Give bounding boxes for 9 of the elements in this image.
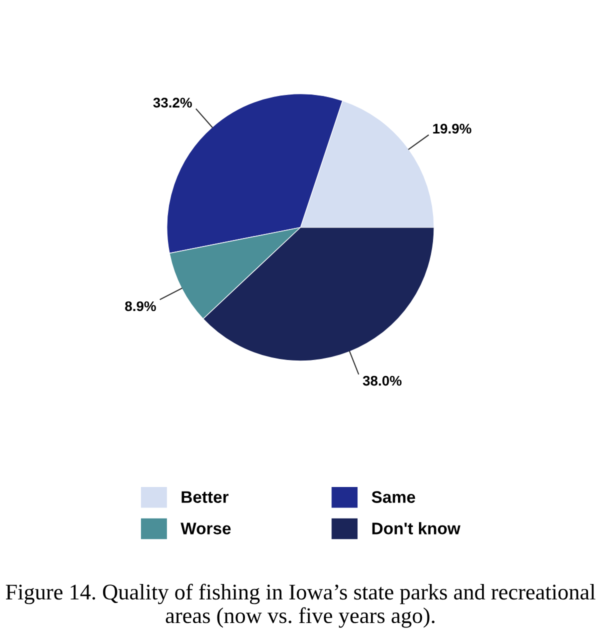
data-label: 19.9% — [433, 124, 472, 134]
legend-label: Same — [372, 491, 416, 503]
caption: Figure 14. Quality of fishing in Iowa’s state parks and recreational areas (now vs. five years ago). — [6, 584, 596, 628]
legend-label: Better — [182, 491, 229, 503]
legend-label: Worse — [180, 522, 231, 534]
data-label: 8.9% — [125, 301, 156, 312]
legend-label: Don't know — [372, 522, 460, 534]
data-label: 38.0% — [362, 376, 402, 386]
data-label: 33.2% — [153, 98, 192, 108]
